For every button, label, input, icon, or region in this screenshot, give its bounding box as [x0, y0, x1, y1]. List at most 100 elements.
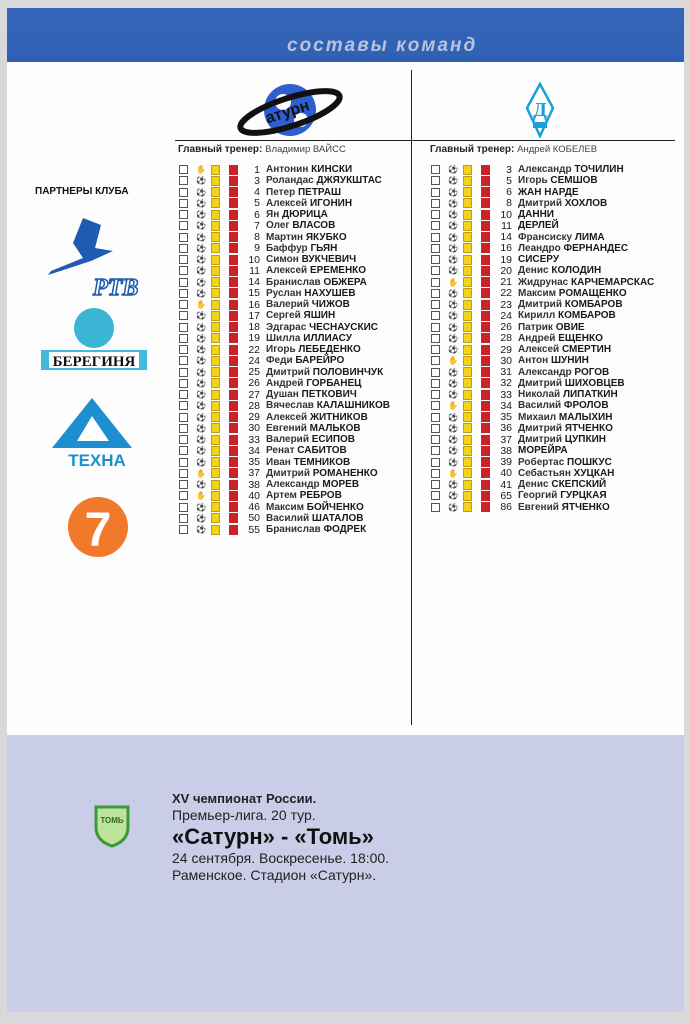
player-name: Душан ПЕТКОВИЧ [266, 389, 357, 401]
player-checkbox[interactable] [179, 401, 188, 411]
player-checkbox[interactable] [431, 165, 440, 175]
player-number: 37 [500, 433, 512, 446]
player-row: ⚽ 27 Душан ПЕТКОВИЧ [179, 389, 390, 401]
yellow-card-icon [463, 265, 472, 276]
yellow-card-icon [463, 277, 472, 288]
player-checkbox[interactable] [179, 412, 188, 422]
player-checkbox[interactable] [431, 311, 440, 321]
red-card-icon [229, 457, 238, 468]
player-checkbox[interactable] [431, 457, 440, 467]
player-checkbox[interactable] [431, 198, 440, 208]
player-checkbox[interactable] [179, 210, 188, 220]
player-checkbox[interactable] [431, 491, 440, 501]
player-checkbox[interactable] [179, 468, 188, 478]
player-number: 35 [500, 411, 512, 424]
player-checkbox[interactable] [431, 412, 440, 422]
player-checkbox[interactable] [431, 446, 440, 456]
player-checkbox[interactable] [179, 435, 188, 445]
player-checkbox[interactable] [431, 176, 440, 186]
player-checkbox[interactable] [179, 367, 188, 377]
player-name: Дмитрий КОМБАРОВ [518, 299, 623, 311]
player-number: 30 [248, 422, 260, 435]
player-checkbox[interactable] [179, 176, 188, 186]
player-checkbox[interactable] [431, 322, 440, 332]
player-checkbox[interactable] [431, 277, 440, 287]
player-name: Максим БОЙЧЕНКО [266, 501, 364, 513]
dynamo-logo: Д [525, 82, 555, 138]
player-checkbox[interactable] [179, 198, 188, 208]
player-checkbox[interactable] [179, 457, 188, 467]
player-checkbox[interactable] [179, 255, 188, 265]
player-checkbox[interactable] [179, 525, 188, 535]
player-checkbox[interactable] [431, 378, 440, 388]
home-roster: ✋ 1 Антонин КИНСКИ ⚽ 3 Роландас ДЖЯУКШТАС ⚽ 4 Пе… [179, 164, 390, 536]
player-checkbox[interactable] [431, 333, 440, 343]
player-checkbox[interactable] [179, 502, 188, 512]
player-checkbox[interactable] [431, 423, 440, 433]
player-checkbox[interactable] [179, 221, 188, 231]
football-icon: ⚽ [196, 480, 206, 490]
player-checkbox[interactable] [431, 288, 440, 298]
player-checkbox[interactable] [179, 232, 188, 242]
player-checkbox[interactable] [179, 311, 188, 321]
player-name: Николай ЛИПАТКИН [518, 389, 618, 401]
player-row: ⚽ 23 Дмитрий КОМБАРОВ [431, 299, 654, 311]
player-number: 41 [500, 478, 512, 491]
yellow-card-icon [463, 209, 472, 220]
player-checkbox[interactable] [431, 468, 440, 478]
player-checkbox[interactable] [179, 165, 188, 175]
football-icon: ⚽ [196, 333, 206, 343]
player-checkbox[interactable] [431, 401, 440, 411]
player-checkbox[interactable] [431, 266, 440, 276]
yellow-card-icon [211, 479, 220, 490]
player-name: Василий ФРОЛОВ [518, 400, 609, 412]
red-card-icon [229, 468, 238, 479]
player-checkbox[interactable] [431, 345, 440, 355]
player-checkbox[interactable] [431, 367, 440, 377]
player-checkbox[interactable] [431, 300, 440, 310]
player-row: ⚽ 35 Иван ТЕМНИКОВ [179, 456, 390, 468]
player-checkbox[interactable] [179, 446, 188, 456]
yellow-card-icon [463, 502, 472, 513]
player-checkbox[interactable] [179, 480, 188, 490]
player-checkbox[interactable] [431, 390, 440, 400]
player-row: ⚽ 16 Леандро ФЕРНАНДЕС [431, 242, 654, 254]
player-row: ⚽ 33 Николай ЛИПАТКИН [431, 389, 654, 401]
player-checkbox[interactable] [431, 243, 440, 253]
player-number: 29 [500, 343, 512, 356]
player-checkbox[interactable] [179, 513, 188, 523]
red-card-icon [229, 265, 238, 276]
player-checkbox[interactable] [179, 288, 188, 298]
player-checkbox[interactable] [431, 502, 440, 512]
player-checkbox[interactable] [431, 221, 440, 231]
player-checkbox[interactable] [431, 480, 440, 490]
player-checkbox[interactable] [179, 356, 188, 366]
player-checkbox[interactable] [431, 255, 440, 265]
player-checkbox[interactable] [179, 390, 188, 400]
player-checkbox[interactable] [179, 187, 188, 197]
player-checkbox[interactable] [179, 333, 188, 343]
player-number: 40 [248, 489, 260, 502]
player-checkbox[interactable] [179, 277, 188, 287]
player-checkbox[interactable] [179, 378, 188, 388]
player-checkbox[interactable] [179, 345, 188, 355]
player-row: ⚽ 17 Сергей ЯШИН [179, 310, 390, 322]
football-icon: ⚽ [196, 457, 206, 467]
player-checkbox[interactable] [431, 210, 440, 220]
player-number: 26 [248, 377, 260, 390]
player-row: ⚽ 29 Алексей ЖИТНИКОВ [179, 411, 390, 423]
player-checkbox[interactable] [179, 243, 188, 253]
player-checkbox[interactable] [431, 232, 440, 242]
player-checkbox[interactable] [431, 356, 440, 366]
football-icon: ⚽ [448, 198, 458, 208]
player-row: ✋ 40 Артем РЕБРОВ [179, 489, 390, 502]
player-row: ⚽ 10 Симон ВУКЧЕВИЧ [179, 254, 390, 266]
player-checkbox[interactable] [179, 491, 188, 501]
player-checkbox[interactable] [179, 322, 188, 332]
player-checkbox[interactable] [179, 423, 188, 433]
player-checkbox[interactable] [431, 435, 440, 445]
player-checkbox[interactable] [179, 266, 188, 276]
player-checkbox[interactable] [179, 300, 188, 310]
player-checkbox[interactable] [431, 187, 440, 197]
player-number: 46 [248, 501, 260, 514]
